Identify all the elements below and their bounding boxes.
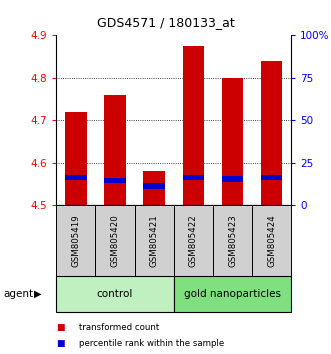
Bar xyxy=(104,178,126,183)
Bar xyxy=(143,183,165,189)
Text: gold nanoparticles: gold nanoparticles xyxy=(184,289,281,299)
Text: percentile rank within the sample: percentile rank within the sample xyxy=(79,339,225,348)
FancyBboxPatch shape xyxy=(95,205,135,276)
Bar xyxy=(104,95,126,205)
FancyBboxPatch shape xyxy=(56,276,174,312)
FancyBboxPatch shape xyxy=(174,276,291,312)
FancyBboxPatch shape xyxy=(252,205,291,276)
Text: GSM805421: GSM805421 xyxy=(150,214,159,267)
FancyBboxPatch shape xyxy=(135,205,174,276)
Text: ■: ■ xyxy=(56,339,65,348)
Text: ■: ■ xyxy=(56,323,65,332)
Text: ▶: ▶ xyxy=(34,289,42,299)
Bar xyxy=(222,176,243,182)
Bar xyxy=(222,78,243,205)
Bar xyxy=(183,175,204,181)
Text: GDS4571 / 180133_at: GDS4571 / 180133_at xyxy=(97,17,234,29)
Text: GSM805419: GSM805419 xyxy=(71,215,80,267)
Text: agent: agent xyxy=(3,289,33,299)
FancyBboxPatch shape xyxy=(213,205,252,276)
FancyBboxPatch shape xyxy=(56,205,95,276)
Bar xyxy=(65,112,87,205)
Bar xyxy=(143,171,165,205)
Bar xyxy=(261,175,282,181)
Bar xyxy=(261,61,282,205)
Bar xyxy=(183,46,204,205)
Text: GSM805420: GSM805420 xyxy=(111,214,119,267)
Text: GSM805424: GSM805424 xyxy=(267,214,276,267)
Text: control: control xyxy=(97,289,133,299)
Text: GSM805423: GSM805423 xyxy=(228,214,237,267)
Text: transformed count: transformed count xyxy=(79,323,160,332)
Text: GSM805422: GSM805422 xyxy=(189,214,198,267)
Bar xyxy=(65,175,87,181)
FancyBboxPatch shape xyxy=(174,205,213,276)
